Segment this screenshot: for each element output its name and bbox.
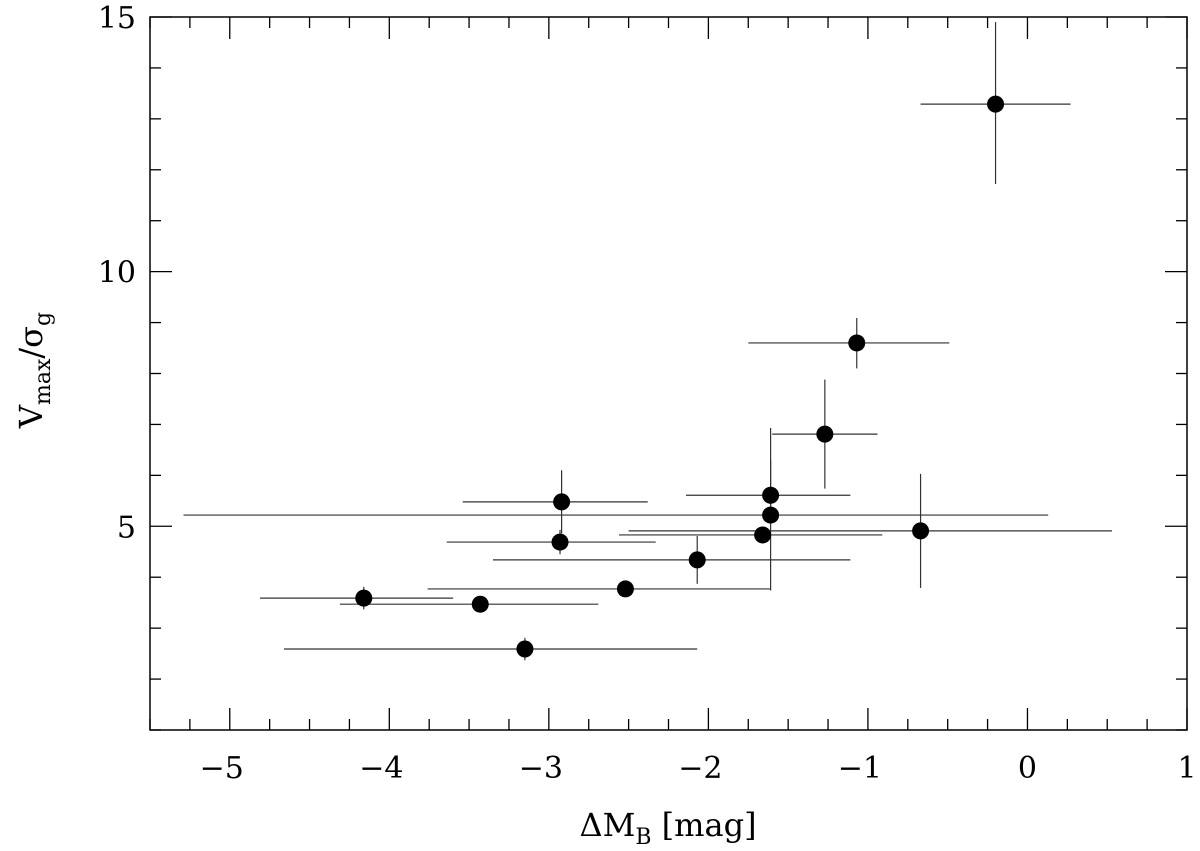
- x-tick-label: −1: [838, 751, 882, 786]
- x-tick-label: 1: [1177, 751, 1196, 786]
- data-point: [987, 95, 1005, 113]
- data-point: [616, 580, 634, 598]
- data-point: [355, 589, 373, 607]
- data-point: [762, 506, 780, 524]
- data-point: [754, 526, 772, 544]
- data-point: [471, 595, 489, 613]
- y-tick-label: 10: [98, 256, 136, 291]
- x-tick-label: −3: [519, 751, 563, 786]
- data-point: [912, 522, 930, 540]
- y-tick-label: 15: [98, 1, 136, 36]
- data-point: [848, 334, 866, 352]
- data-points: [355, 95, 1005, 658]
- data-point: [516, 640, 534, 658]
- plot-frame: [149, 16, 1188, 731]
- x-tick-label: −2: [678, 751, 722, 786]
- y-tick-label: 5: [117, 510, 136, 545]
- x-tick-label: −4: [359, 751, 403, 786]
- x-tick-label: 0: [1018, 751, 1037, 786]
- data-point: [688, 551, 706, 569]
- x-tick-label: −5: [200, 751, 244, 786]
- data-point: [816, 425, 834, 443]
- data-point: [553, 493, 571, 511]
- x-tick-labels: −5 −4 −3 −2 −1 0 1: [200, 751, 1197, 786]
- data-point: [762, 486, 780, 504]
- data-point: [551, 533, 569, 551]
- error-bars: [183, 22, 1113, 661]
- axis-ticks: [149, 16, 1188, 731]
- x-axis-label: ΔMB [mag]: [579, 806, 756, 847]
- y-axis-label: Vmax/σg: [12, 312, 56, 429]
- y-tick-labels: 5 10 15: [98, 1, 136, 545]
